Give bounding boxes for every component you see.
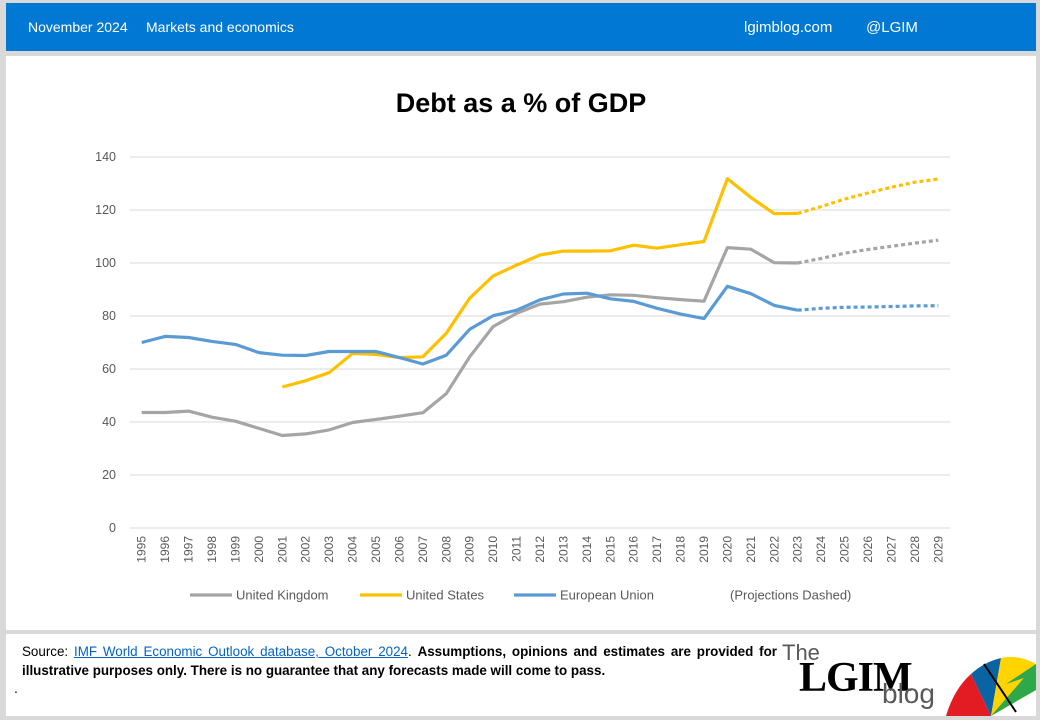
x-tick-label: 2007 [416,536,430,563]
series-line-united-states [281,177,798,389]
series-line-european-union [141,284,799,366]
logo-blog-text: blog [882,678,935,709]
header-site-link[interactable]: lgimblog.com [744,19,833,36]
logo-umbrella-icon [946,656,1036,716]
x-tick-label: 2019 [697,536,711,563]
x-tick-label: 2001 [275,536,289,563]
y-tick-label: 0 [109,521,116,535]
x-tick-label: 2024 [814,536,828,563]
header-section[interactable]: Markets and economics [146,19,294,35]
header-twitter-handle[interactable]: @LGIM [866,19,918,36]
x-tick-label: 1999 [228,536,242,563]
x-tick-label: 2023 [791,536,805,563]
y-tick-label: 60 [102,362,116,376]
x-tick-label: 2020 [720,536,734,563]
x-tick-label: 2003 [322,536,336,563]
x-tick-label: 2027 [884,536,898,563]
x-tick-label: 2017 [650,536,664,563]
legend-label-united-states: United States [406,588,485,603]
x-tick-label: 2000 [252,536,266,563]
x-tick-label: 2021 [744,536,758,563]
footer: Source: IMF World Economic Outlook datab… [6,634,1036,716]
page-header: November 2024 Markets and economics lgim… [6,3,1036,51]
series-line-united-kingdom [141,246,798,438]
header-date: November 2024 [28,19,128,35]
series-projection-european-union [797,304,939,312]
x-tick-label: 1997 [182,536,196,563]
x-tick-label: 2005 [369,536,383,563]
y-tick-label: 120 [95,203,116,217]
y-tick-label: 20 [102,468,116,482]
source-link[interactable]: IMF World Economic Outlook database, Oct… [74,644,408,659]
x-tick-label: 2004 [346,536,360,563]
x-tick-label: 2016 [627,536,641,563]
series-projection-united-kingdom [797,238,939,265]
x-tick-label: 2012 [533,536,547,563]
x-tick-label: 1998 [205,536,219,563]
legend-label-united-kingdom: United Kingdom [236,588,329,603]
series-projection-united-states [797,177,939,215]
x-tick-label: 2028 [908,536,922,563]
y-tick-label: 140 [95,150,116,164]
x-tick-label: 2011 [510,536,524,562]
x-tick-label: 2002 [299,536,313,563]
x-tick-label: 2009 [463,536,477,563]
y-tick-label: 40 [102,415,116,429]
x-tick-label: 2014 [580,536,594,563]
logo-lgim-text: LGIM [799,655,913,701]
x-tick-label: 2006 [392,536,406,563]
debt-chart: Debt as a % of GDP 0 20 40 60 80 100 120 140 19… [95,88,950,603]
chart-panel: Debt as a % of GDP 0 20 40 60 80 100 120 140 19… [6,56,1036,630]
legend-label-european-union: European Union [560,588,654,603]
source-prefix: Source: [22,644,74,659]
disclaimer: Assumptions, opinions and estimates are … [22,644,777,678]
footer-dot: . [14,680,18,696]
chart-title: Debt as a % of GDP [396,88,647,118]
y-tick-label: 80 [102,309,116,323]
x-tick-label: 2025 [838,536,852,563]
x-tick-label: 1996 [158,536,172,563]
x-tick-label: 2018 [674,536,688,563]
y-tick-label: 100 [95,256,116,270]
x-tick-label: 2029 [931,536,945,563]
x-tick-label: 2015 [603,536,617,563]
logo-the-text: The [782,640,820,665]
source-note: Source: IMF World Economic Outlook datab… [22,644,777,678]
x-tick-label: 2008 [439,536,453,563]
x-tick-label: 1995 [135,536,149,563]
x-tick-label: 2013 [556,536,570,563]
x-tick-label: 2010 [486,536,500,563]
legend-projection-note: (Projections Dashed) [730,588,851,603]
x-tick-label: 2026 [861,536,875,563]
x-tick-label: 2022 [767,536,781,563]
